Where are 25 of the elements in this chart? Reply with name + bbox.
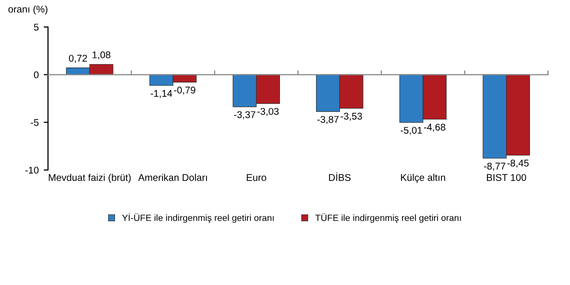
x-tick-label: Amerikan Doları bbox=[138, 174, 207, 181]
legend-label: TÜFE ile indirgenmiş reel getiri oranı bbox=[315, 213, 461, 223]
data-label: -1,14 bbox=[150, 90, 172, 98]
data-label: -4,68 bbox=[424, 124, 446, 132]
data-label: -8,45 bbox=[507, 160, 529, 168]
data-label: -3,53 bbox=[340, 112, 362, 121]
y-axis-title: oranı (%) bbox=[8, 5, 48, 15]
x-tick-label: BIST 100 bbox=[486, 174, 526, 181]
x-tick-label: Euro bbox=[246, 174, 266, 181]
y-tick-label: 5 bbox=[34, 24, 39, 31]
y-tick-label: -10 bbox=[25, 166, 39, 174]
data-label: -3,03 bbox=[257, 108, 279, 116]
legend-label: Yİ-ÜFE ile indirgenmiş reel getiri oranı bbox=[122, 213, 274, 223]
data-label: -5,01 bbox=[400, 126, 422, 135]
y-tick-label: -5 bbox=[30, 119, 39, 126]
data-label: -3,87 bbox=[317, 116, 339, 124]
data-label: 1,08 bbox=[92, 51, 110, 60]
data-label: -0,79 bbox=[174, 86, 196, 95]
x-tick-label: Külçe altın bbox=[401, 174, 446, 183]
x-tick-label: DİBS bbox=[329, 172, 351, 181]
x-tick-label: Mevduat faizi (brüt) bbox=[48, 174, 131, 183]
data-label: -3,37 bbox=[234, 111, 256, 120]
data-label: -8,77 bbox=[484, 162, 506, 171]
data-label: 0,72 bbox=[68, 54, 87, 63]
y-tick-label: 0 bbox=[34, 71, 39, 78]
